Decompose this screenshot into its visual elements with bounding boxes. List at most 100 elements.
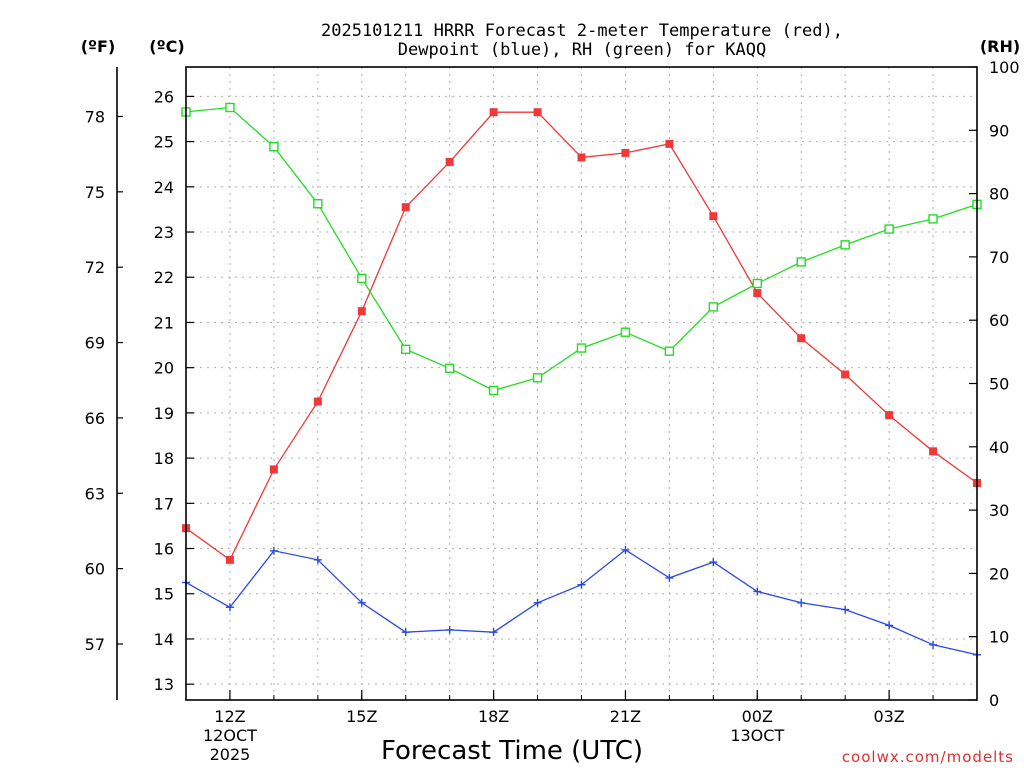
fahrenheit-axis: 57 60 63 66 69 72 75 78	[85, 67, 123, 700]
fahrenheit-tick-label: 57	[85, 635, 105, 654]
fahrenheit-tick-label: 63	[85, 484, 105, 503]
rh-point	[269, 142, 279, 152]
rh-tick-label: 10	[989, 628, 1009, 647]
rh-tick-label: 80	[989, 185, 1009, 204]
dewpoint-point	[841, 605, 850, 614]
rh-tick-label: 0	[989, 691, 999, 710]
time-tick-label: 18Z	[478, 707, 509, 726]
temperature-point	[885, 411, 894, 420]
fahrenheit-tick-label: 60	[85, 560, 105, 579]
fahrenheit-tick-label: 75	[85, 183, 105, 202]
dewpoint-point	[357, 598, 366, 607]
rh-point	[884, 224, 894, 234]
temperature-point	[577, 153, 586, 162]
date-label: 13OCT	[730, 726, 784, 745]
celsius-tick-label: 19	[154, 404, 174, 423]
x-axis-label: Forecast Time (UTC)	[381, 736, 643, 766]
rh-tick-label: 40	[989, 438, 1009, 457]
rh-tick-label: 20	[989, 564, 1009, 583]
temperature-point	[797, 334, 806, 343]
dewpoint-point	[225, 603, 234, 612]
time-tick-label: 15Z	[346, 707, 377, 726]
fahrenheit-unit-label: (ºF)	[81, 37, 116, 56]
rh-point	[752, 278, 762, 289]
grid-lines	[186, 67, 977, 700]
celsius-unit-label: (ºC)	[149, 37, 184, 56]
dewpoint-point	[753, 587, 762, 596]
celsius-tick-label: 17	[154, 494, 174, 513]
fahrenheit-tick-label: 78	[85, 107, 105, 126]
series-dewpoint	[182, 545, 981, 659]
dewpoint-point	[577, 580, 586, 589]
celsius-tick-label: 25	[154, 133, 174, 152]
credit-text: coolwx.com/modelts	[842, 748, 1014, 766]
date-label: 12OCT	[203, 726, 257, 745]
temperature-point	[929, 447, 938, 456]
celsius-tick-label: 14	[154, 630, 174, 649]
celsius-axis: 13 14 15 16 17 18 19 20 21 22 23 24 25 26	[154, 87, 194, 694]
rh-point	[708, 302, 719, 312]
dewpoint-point	[489, 628, 498, 637]
time-tick-label: 03Z	[873, 707, 904, 726]
rh-point	[664, 346, 675, 356]
dewpoint-point	[665, 573, 674, 582]
dewpoint-point	[269, 546, 278, 555]
dewpoint-point	[313, 555, 322, 564]
rh-point	[928, 214, 938, 224]
celsius-tick-label: 22	[154, 268, 174, 287]
dewpoint-point	[709, 558, 718, 567]
chart-title-line1: 2025101211 HRRR Forecast 2-meter Tempera…	[321, 21, 843, 41]
series-layer	[181, 102, 982, 659]
rh-point	[401, 344, 411, 355]
fahrenheit-tick-label: 66	[85, 409, 105, 428]
celsius-tick-label: 16	[154, 540, 174, 559]
time-tick-label: 12Z	[214, 707, 245, 726]
rh-tick-label: 50	[989, 375, 1009, 394]
celsius-tick-label: 23	[154, 223, 174, 242]
series-rh	[181, 102, 982, 396]
dewpoint-point	[885, 621, 894, 630]
rh-tick-label: 70	[989, 248, 1009, 267]
rh-point	[357, 273, 367, 284]
dewpoint-point	[401, 628, 410, 637]
dewpoint-point	[929, 640, 938, 649]
rh-point	[620, 327, 631, 337]
celsius-tick-label: 26	[154, 87, 174, 106]
temperature-point	[445, 157, 454, 166]
dewpoint-point	[797, 598, 806, 607]
celsius-tick-label: 18	[154, 449, 174, 468]
celsius-tick-label: 13	[154, 675, 174, 694]
dewpoint-point	[621, 545, 630, 554]
fahrenheit-tick-label: 69	[85, 334, 105, 353]
rh-tick-label: 90	[989, 121, 1009, 140]
rh-point	[532, 373, 543, 383]
time-tick-label: 21Z	[610, 707, 641, 726]
rh-tick-label: 60	[989, 311, 1009, 330]
temperature-point	[313, 397, 322, 406]
celsius-tick-label: 20	[154, 359, 174, 378]
temperature-point	[225, 555, 234, 564]
rh-point	[576, 343, 587, 353]
dewpoint-point	[445, 625, 454, 634]
rh-unit-label: (RH)	[980, 37, 1020, 56]
time-tick-label: 00Z	[742, 707, 773, 726]
plot-frame	[185, 66, 978, 701]
rh-point	[840, 240, 850, 250]
rh-point	[225, 102, 235, 113]
temperature-point	[753, 289, 762, 298]
fahrenheit-tick-label: 72	[85, 258, 105, 277]
temperature-point	[841, 370, 850, 379]
rh-point	[796, 257, 806, 267]
rh-point	[313, 199, 323, 209]
temperature-point	[401, 203, 410, 212]
temperature-point	[533, 108, 542, 117]
celsius-tick-label: 21	[154, 313, 174, 332]
rh-point	[444, 363, 455, 374]
rh-axis: 0 10 20 30 40 50 60 70 80 90 100	[969, 58, 1020, 710]
temperature-point	[357, 307, 366, 316]
temperature-point	[269, 465, 278, 474]
temperature-point	[665, 139, 674, 148]
rh-tick-label: 30	[989, 501, 1009, 520]
celsius-tick-label: 15	[154, 585, 174, 604]
